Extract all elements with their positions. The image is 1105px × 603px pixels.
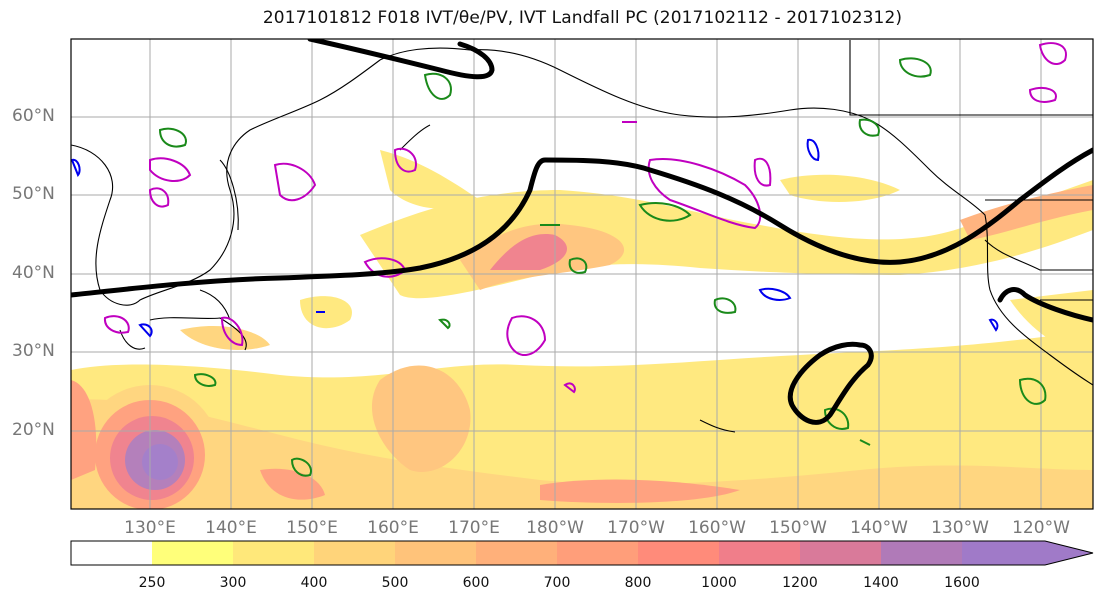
colorbar-label-1200: 1200 (782, 575, 818, 591)
colorbar-label-1000: 1000 (701, 575, 737, 591)
colorbar-label-250: 250 (138, 575, 166, 591)
lat-label-20n: 20°N (12, 420, 55, 440)
colorbar-label-400: 400 (300, 575, 328, 591)
lon-label-130w: 130°W (931, 518, 989, 538)
colorbar-label-500: 500 (381, 575, 409, 591)
colorbar-label-600: 600 (462, 575, 490, 591)
pv-contours (158, 57, 1047, 477)
ivt-shading (71, 150, 1093, 509)
colorbar-label-800: 800 (624, 575, 652, 591)
lon-label-150e: 150°E (286, 518, 338, 538)
lon-label-140e: 140°E (205, 518, 257, 538)
blue-contours (71, 138, 999, 338)
map-content (71, 39, 1093, 509)
map-title: 2017101812 F018 IVT/θe/PV, IVT Landfall … (0, 8, 1105, 28)
lat-label-50n: 50°N (12, 184, 55, 204)
lon-label-140w: 140°W (850, 518, 908, 538)
lon-label-180w: 180°W (526, 518, 584, 538)
theta-e-contours (103, 42, 1067, 394)
colorbar-label-700: 700 (543, 575, 571, 591)
lon-label-170e: 170°E (448, 518, 500, 538)
colorbar-label-1400: 1400 (863, 575, 899, 591)
map-title-text: 2017101812 F018 IVT/θe/PV, IVT Landfall … (262, 8, 903, 28)
landfall-pc-contours (71, 39, 1093, 425)
lat-label-60n: 60°N (12, 106, 55, 126)
lon-label-150w: 150°W (769, 518, 827, 538)
lon-label-160e: 160°E (367, 518, 419, 538)
lat-label-30n: 30°N (12, 341, 55, 361)
colorbar-label-300: 300 (219, 575, 247, 591)
graticule (71, 39, 1093, 509)
map-border (70, 38, 1094, 510)
colorbar-label-1600: 1600 (944, 575, 980, 591)
lon-label-170w: 170°W (607, 518, 665, 538)
lon-label-130e: 130°E (124, 518, 176, 538)
lon-label-160w: 160°W (688, 518, 746, 538)
lon-label-120w: 120°W (1012, 518, 1070, 538)
lat-label-40n: 40°N (12, 263, 55, 283)
colorbar (70, 540, 1094, 566)
